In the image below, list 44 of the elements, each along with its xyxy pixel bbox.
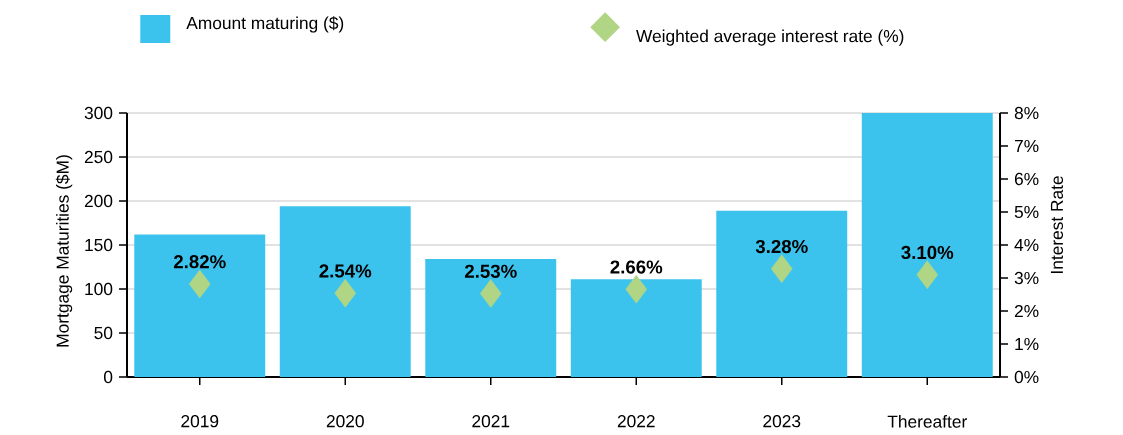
y-tick-label: 200 xyxy=(84,194,113,208)
point xyxy=(916,260,939,289)
data-label: 2.66% xyxy=(610,260,663,274)
y2-tick-label: 7% xyxy=(1014,139,1039,153)
y2-tick-label: 4% xyxy=(1014,238,1039,252)
y2-axis-title: Interest Rate xyxy=(1050,176,1064,274)
y2-tick-label: 8% xyxy=(1014,106,1039,120)
data-label: 2.53% xyxy=(464,264,517,278)
legend-label: Amount maturing ($) xyxy=(186,16,344,33)
bar xyxy=(279,206,411,377)
x-tick-label: Thereafter xyxy=(887,415,967,428)
point xyxy=(334,278,357,308)
y2-tick-label: 5% xyxy=(1014,205,1039,219)
x-tick-label: 2022 xyxy=(617,415,655,428)
bar xyxy=(861,113,993,377)
point xyxy=(188,269,211,299)
y-tick-label: 300 xyxy=(84,106,113,120)
y-tick-label: 50 xyxy=(94,326,113,340)
data-label: 3.28% xyxy=(755,239,808,254)
bar xyxy=(425,259,557,377)
x-tick-label: 2021 xyxy=(472,415,510,428)
x-tick-label: 2020 xyxy=(326,415,364,428)
bar xyxy=(716,210,848,377)
y-tick-label: 0 xyxy=(103,370,113,384)
y2-tick-label: 3% xyxy=(1014,271,1039,285)
y-axis-title: Mortgage Maturities ($M) xyxy=(55,155,73,347)
y-tick-label: 100 xyxy=(85,282,113,296)
y2-tick-label: 2% xyxy=(1014,304,1039,318)
bar xyxy=(570,279,702,377)
y2-tick-label: 0% xyxy=(1014,370,1039,384)
point xyxy=(770,254,793,284)
point xyxy=(479,279,502,308)
y-tick-label: 250 xyxy=(84,150,113,164)
y-tick-label: 150 xyxy=(85,238,113,252)
x-tick-label: 2023 xyxy=(763,415,801,428)
y2-tick-label: 6% xyxy=(1014,172,1039,186)
bar xyxy=(134,234,266,377)
point xyxy=(625,274,648,304)
legend-label: Weighted average interest rate (%) xyxy=(636,29,904,46)
x-tick-label: 2019 xyxy=(181,415,219,428)
data-label: 2.54% xyxy=(319,264,372,278)
data-label: 3.10% xyxy=(901,245,954,260)
y2-tick-label: 1% xyxy=(1015,337,1039,351)
data-label: 2.82% xyxy=(173,255,226,269)
